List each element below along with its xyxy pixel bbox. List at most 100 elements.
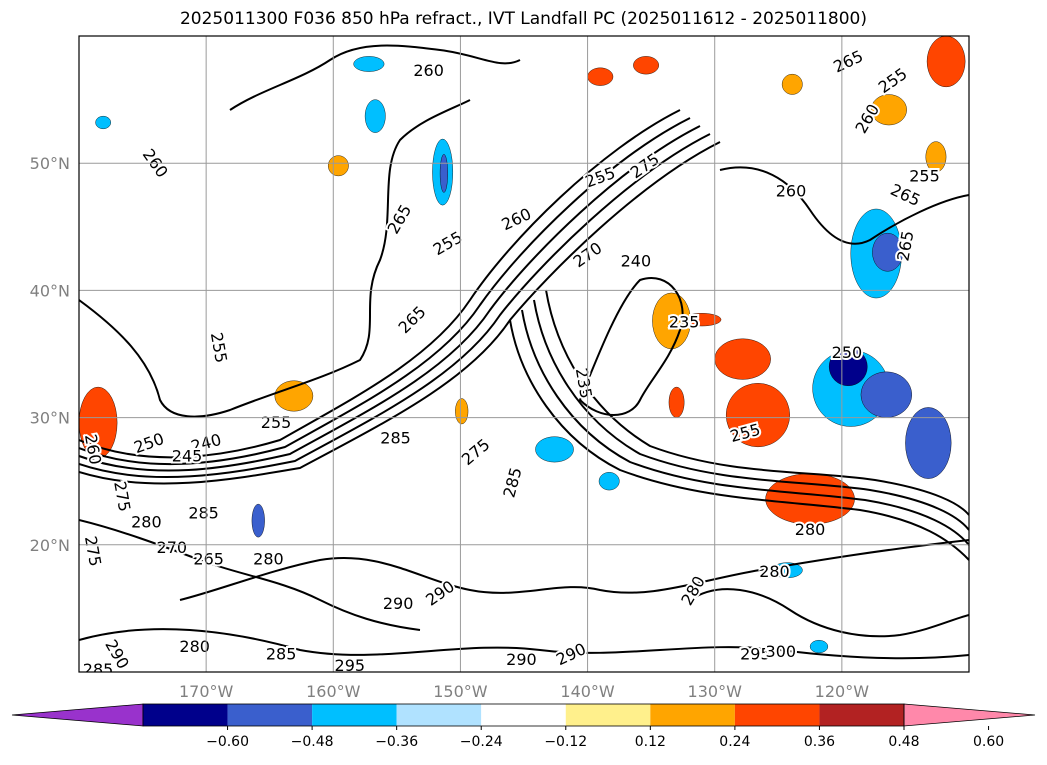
- colorbar-segment: [396, 704, 482, 726]
- contour-label: 280: [253, 549, 284, 568]
- contour-label: 260: [776, 182, 807, 201]
- colorbar-tick-label: −0.60: [206, 734, 249, 750]
- anomaly-patch: [79, 386, 118, 459]
- colorbar-segment: [481, 704, 566, 726]
- anomaly-patch: [274, 380, 314, 412]
- colorbar-tick-label: 0.36: [804, 734, 835, 750]
- anomaly-patch: [872, 232, 904, 272]
- contour-line: [545, 289, 969, 516]
- anomaly-patch: [668, 386, 685, 418]
- contour-label: 270: [157, 538, 188, 557]
- longitude-tick-labels: 170°W 160°W 150°W 140°W 130°W 120°W: [179, 682, 869, 701]
- lon-tick-label: 160°W: [306, 682, 361, 701]
- contour-label: 240: [621, 252, 652, 271]
- contour-line: [533, 299, 969, 531]
- contour-label: 285: [83, 660, 114, 679]
- lon-tick-label: 150°W: [433, 682, 488, 701]
- anomaly-patch: [633, 56, 659, 75]
- lat-tick-label: 50°N: [30, 154, 70, 173]
- colorbar-tick-label: 0.60: [973, 734, 1004, 750]
- anomaly-patch: [828, 347, 868, 387]
- contour-label: 285: [188, 504, 219, 523]
- colorbar-outline: [142, 703, 905, 727]
- anomaly-patch: [725, 383, 790, 448]
- contour-label: 280: [131, 512, 162, 531]
- colorbar-segment: [143, 704, 228, 726]
- anomaly-patch: [439, 154, 448, 193]
- contour-line: [229, 44, 521, 111]
- anomaly-patch: [926, 36, 966, 88]
- contour-label: 295: [335, 656, 366, 675]
- contour-line: [578, 277, 684, 416]
- colorbar: −0.60 −0.48 −0.36 −0.24 −0.12 0.12 0.24 0.36 0.4…: [11, 703, 1036, 750]
- colorbar-segment: [312, 704, 397, 726]
- colorbar-segment: [819, 704, 904, 726]
- contour-line: [79, 109, 681, 459]
- contour-label: 255: [909, 166, 940, 185]
- colorbar-extend-high: [903, 703, 1036, 727]
- anomaly-patch: [364, 99, 386, 133]
- anomaly-patch: [353, 56, 385, 72]
- colorbar-tick-label: 0.48: [888, 734, 919, 750]
- anomaly-patch: [328, 155, 349, 177]
- latitude-tick-labels: 20°N 30°N 40°N 50°N: [30, 154, 70, 555]
- refractivity-contours: [79, 44, 969, 660]
- contour-label: 290: [383, 594, 414, 613]
- anomaly-patch: [860, 371, 912, 418]
- contour-label: 300: [766, 642, 797, 661]
- contour-label: 280: [179, 637, 210, 656]
- anomaly-patch: [870, 94, 907, 126]
- anomaly-patch: [714, 338, 771, 380]
- colorbar-tick-label: −0.48: [291, 734, 334, 750]
- contour-label: 255: [261, 413, 292, 432]
- contour-line: [719, 166, 969, 245]
- contour-label: 235: [669, 313, 700, 332]
- lon-tick-label: 130°W: [688, 682, 743, 701]
- contour-line: [79, 141, 721, 485]
- contour-label: 280: [759, 562, 790, 581]
- lon-tick-label: 140°W: [560, 682, 615, 701]
- anomaly-patch: [587, 67, 614, 86]
- contour-line: [79, 99, 471, 418]
- colorbar-tick-label: 0.12: [635, 734, 666, 750]
- anomaly-patch: [781, 73, 803, 95]
- contour-line: [79, 519, 421, 631]
- contour-line: [79, 133, 711, 479]
- contour-label: 285: [266, 645, 297, 664]
- graticule: [79, 36, 969, 672]
- anomaly-patch: [535, 436, 574, 463]
- anomaly-patch: [95, 115, 111, 130]
- colorbar-tick-label: −0.24: [460, 734, 503, 750]
- lon-tick-label: 120°W: [815, 682, 870, 701]
- colorbar-segment: [734, 704, 820, 726]
- anomaly-patch: [251, 503, 265, 538]
- anomaly-patch: [809, 640, 829, 654]
- lon-tick-label: 170°W: [179, 682, 234, 701]
- anomaly-patch: [455, 398, 469, 425]
- chart-title: 2025011300 F036 850 hPa refract., IVT La…: [179, 9, 867, 29]
- contour-label: 260: [413, 61, 444, 80]
- lat-tick-label: 20°N: [30, 536, 70, 555]
- anomaly-patch: [905, 407, 952, 479]
- contour-line: [79, 628, 969, 660]
- contour-label: 245: [172, 446, 203, 465]
- colorbar-tick-label: −0.12: [544, 734, 587, 750]
- anomaly-patch: [925, 141, 947, 173]
- contour-label: 280: [795, 520, 826, 539]
- colorbar-tick-label: 0.24: [719, 734, 750, 750]
- colorbar-extend-low: [11, 703, 144, 727]
- lat-tick-label: 40°N: [30, 281, 70, 300]
- colorbar-segment: [227, 704, 313, 726]
- contour-line: [521, 309, 969, 546]
- contour-line: [79, 117, 691, 466]
- contour-line: [509, 319, 969, 561]
- colorbar-tick-label: −0.36: [375, 734, 418, 750]
- colorbar-segment: [650, 704, 735, 726]
- contour-label: 265: [193, 549, 224, 568]
- contour-label: 290: [506, 650, 537, 669]
- anomaly-patch: [598, 472, 620, 491]
- contour-line: [179, 539, 969, 601]
- contour-label: 285: [380, 428, 411, 447]
